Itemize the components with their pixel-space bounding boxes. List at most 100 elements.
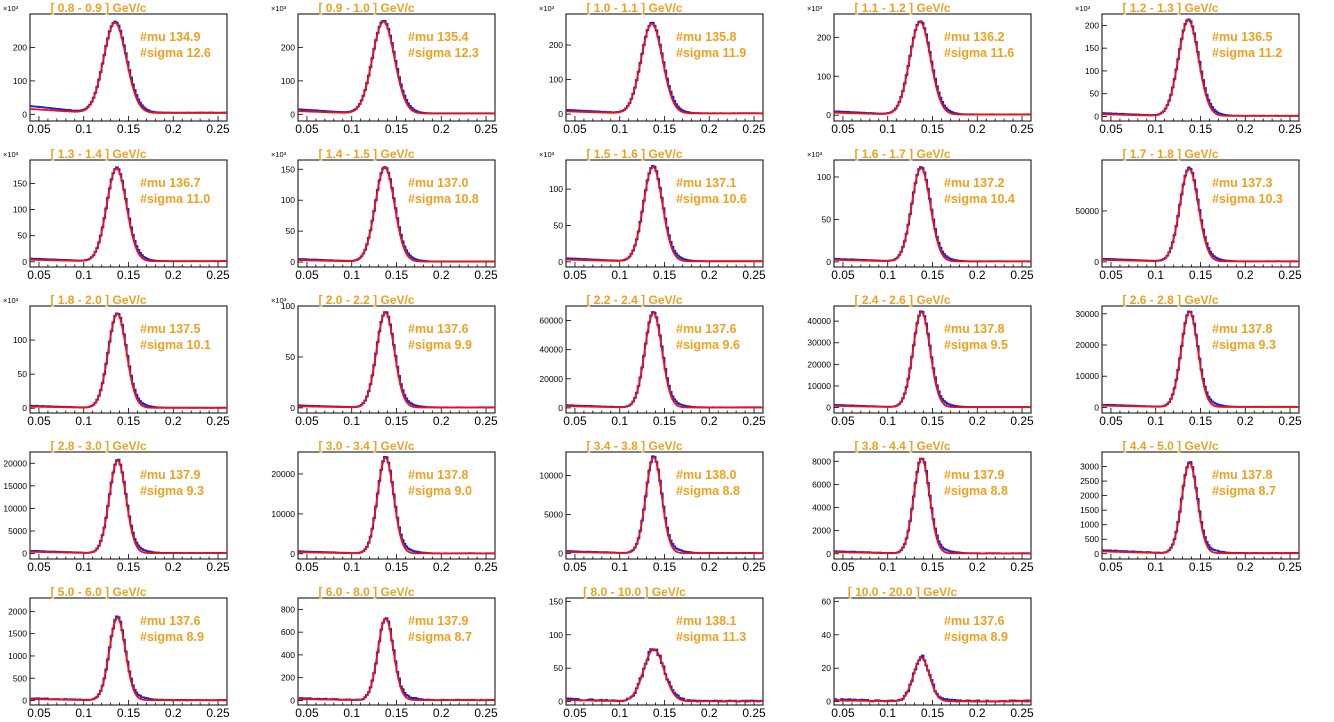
y-tick-label: 10000 bbox=[807, 381, 831, 391]
x-tick-label: 0.2 bbox=[701, 706, 718, 720]
x-tick-label: 0.2 bbox=[969, 706, 986, 720]
mu-annotation: #mu 137.1 bbox=[676, 176, 737, 190]
y-tick-label: 0 bbox=[290, 257, 295, 267]
y-tick-label: 0 bbox=[290, 695, 295, 705]
x-tick-label: 0.2 bbox=[433, 706, 450, 720]
y-axis-exponent: ×10³ bbox=[271, 4, 287, 13]
y-tick-label: 60 bbox=[822, 596, 832, 606]
x-tick-label: 0.05 bbox=[831, 560, 855, 574]
y-tick-label: 4000 bbox=[812, 503, 831, 513]
sigma-annotation: #sigma 9.6 bbox=[676, 338, 740, 352]
mu-annotation: #mu 137.3 bbox=[1212, 176, 1273, 190]
x-tick-label: 0.1 bbox=[611, 122, 628, 136]
x-tick-label: 0.25 bbox=[474, 414, 498, 428]
mu-annotation: #mu 135.8 bbox=[676, 30, 737, 44]
mu-annotation: #mu 135.4 bbox=[408, 30, 469, 44]
histogram-panel: 0.05 0.1 0.15 0.2 0.25 0 50 100 ×10³ [ 1.8 - 2.0 … bbox=[3, 293, 230, 428]
panel-title: [ 4.4 - 5.0 ] GeV/c bbox=[1122, 439, 1218, 453]
y-tick-label: 0 bbox=[22, 109, 27, 119]
y-tick-label: 2000 bbox=[8, 606, 27, 616]
sigma-annotation: #sigma 8.7 bbox=[408, 630, 472, 644]
mu-annotation: #mu 138.1 bbox=[676, 614, 737, 628]
x-tick-label: 0.2 bbox=[969, 268, 986, 282]
y-tick-label: 40000 bbox=[539, 345, 563, 355]
mu-annotation: #mu 137.8 bbox=[944, 322, 1005, 336]
histogram-panel: 0.05 0.1 0.15 0.2 0.25 0 50 100×10³ [ 2.0 - 2.2 … bbox=[271, 293, 498, 428]
panel-title: [ 1.2 - 1.3 ] GeV/c bbox=[1122, 1, 1218, 15]
sigma-annotation: #sigma 10.3 bbox=[1212, 192, 1283, 206]
fit-curve bbox=[1101, 167, 1299, 263]
y-axis-exponent: ×10³ bbox=[539, 4, 555, 13]
x-tick-label: 0.15 bbox=[1189, 268, 1213, 282]
x-tick-label: 0.1 bbox=[75, 706, 92, 720]
x-tick-label: 0.25 bbox=[474, 268, 498, 282]
mu-annotation: #mu 137.9 bbox=[408, 614, 469, 628]
x-tick-label: 0.15 bbox=[1189, 122, 1213, 136]
fit-curve bbox=[297, 456, 495, 555]
y-tick-label: 1500 bbox=[8, 629, 27, 639]
y-tick-label: 2000 bbox=[1080, 491, 1099, 501]
panel-title: [ 0.9 - 1.0 ] GeV/c bbox=[318, 1, 414, 15]
sigma-annotation: #sigma 11.6 bbox=[944, 46, 1014, 60]
fit-curve bbox=[29, 21, 227, 114]
fit-curve bbox=[1101, 461, 1299, 555]
x-tick-label: 0.1 bbox=[879, 414, 896, 428]
fit-curve bbox=[833, 310, 1031, 409]
y-tick-label: 0 bbox=[22, 696, 27, 706]
y-tick-label: 50 bbox=[286, 352, 296, 362]
x-tick-label: 0.25 bbox=[1010, 560, 1034, 574]
histogram-panel: 0.05 0.1 0.15 0.2 0.25 0 20000 40000 60000 [ 2.2 … bbox=[539, 293, 766, 428]
x-tick-label: 0.1 bbox=[1147, 268, 1164, 282]
y-tick-label: 8000 bbox=[812, 456, 831, 466]
x-tick-label: 0.15 bbox=[921, 122, 945, 136]
x-tick-label: 0.25 bbox=[1278, 560, 1302, 574]
y-tick-label: 50 bbox=[554, 663, 564, 673]
y-tick-label: 0 bbox=[290, 109, 295, 119]
y-tick-label: 20 bbox=[822, 663, 832, 673]
x-tick-label: 0.05 bbox=[1099, 268, 1123, 282]
x-tick-label: 0.1 bbox=[75, 560, 92, 574]
y-axis-exponent: ×10³ bbox=[1075, 4, 1091, 13]
x-tick-label: 0.2 bbox=[701, 414, 718, 428]
x-tick-label: 0.05 bbox=[563, 706, 587, 720]
x-tick-label: 0.1 bbox=[75, 122, 92, 136]
histogram-panel: 0.05 0.1 0.15 0.2 0.25 0 50 100 150 [ 8.0 - 10.0 … bbox=[549, 585, 766, 720]
sigma-annotation: #sigma 8.8 bbox=[944, 484, 1008, 498]
y-tick-label: 100 bbox=[549, 184, 563, 194]
x-tick-label: 0.2 bbox=[969, 122, 986, 136]
x-tick-label: 0.05 bbox=[27, 122, 51, 136]
y-tick-label: 0 bbox=[558, 257, 563, 267]
x-tick-label: 0.25 bbox=[1278, 122, 1302, 136]
y-tick-label: 100 bbox=[13, 76, 27, 86]
y-tick-label: 0 bbox=[558, 697, 563, 707]
y-tick-label: 5000 bbox=[8, 526, 27, 536]
panel-title: [ 1.7 - 1.8 ] GeV/c bbox=[1122, 147, 1218, 161]
x-tick-label: 0.2 bbox=[969, 560, 986, 574]
sigma-annotation: #sigma 8.9 bbox=[944, 630, 1008, 644]
histogram-panel: 0.05 0.1 0.15 0.2 0.25 0 500 1000 1500 2000 [ 5.0 … bbox=[8, 585, 230, 720]
panel-title: [ 2.0 - 2.2 ] GeV/c bbox=[318, 293, 414, 307]
sigma-annotation: #sigma 10.4 bbox=[944, 192, 1015, 206]
y-tick-label: 100 bbox=[549, 75, 563, 85]
y-tick-label: 15000 bbox=[3, 481, 27, 491]
x-tick-label: 0.15 bbox=[117, 122, 141, 136]
x-tick-label: 0.2 bbox=[433, 122, 450, 136]
y-tick-label: 10000 bbox=[271, 509, 295, 519]
y-tick-label: 500 bbox=[13, 673, 27, 683]
y-tick-label: 200 bbox=[549, 40, 563, 50]
y-tick-label: 40 bbox=[822, 630, 832, 640]
panel-title: [ 1.1 - 1.2 ] GeV/c bbox=[854, 1, 950, 15]
x-tick-label: 0.25 bbox=[742, 414, 766, 428]
mu-annotation: #mu 137.5 bbox=[140, 322, 201, 336]
y-tick-label: 150 bbox=[549, 596, 563, 606]
x-tick-label: 0.15 bbox=[117, 560, 141, 574]
y-tick-label: 0 bbox=[826, 257, 831, 267]
panel-title: [ 1.6 - 1.7 ] GeV/c bbox=[854, 147, 950, 161]
x-tick-label: 0.25 bbox=[742, 706, 766, 720]
x-tick-label: 0.05 bbox=[295, 414, 319, 428]
panel-title: [ 1.8 - 2.0 ] GeV/c bbox=[50, 293, 146, 307]
fit-curve bbox=[297, 20, 495, 115]
x-tick-label: 0.25 bbox=[206, 560, 230, 574]
panel-title: [ 2.4 - 2.6 ] GeV/c bbox=[854, 293, 950, 307]
x-tick-label: 0.05 bbox=[295, 560, 319, 574]
